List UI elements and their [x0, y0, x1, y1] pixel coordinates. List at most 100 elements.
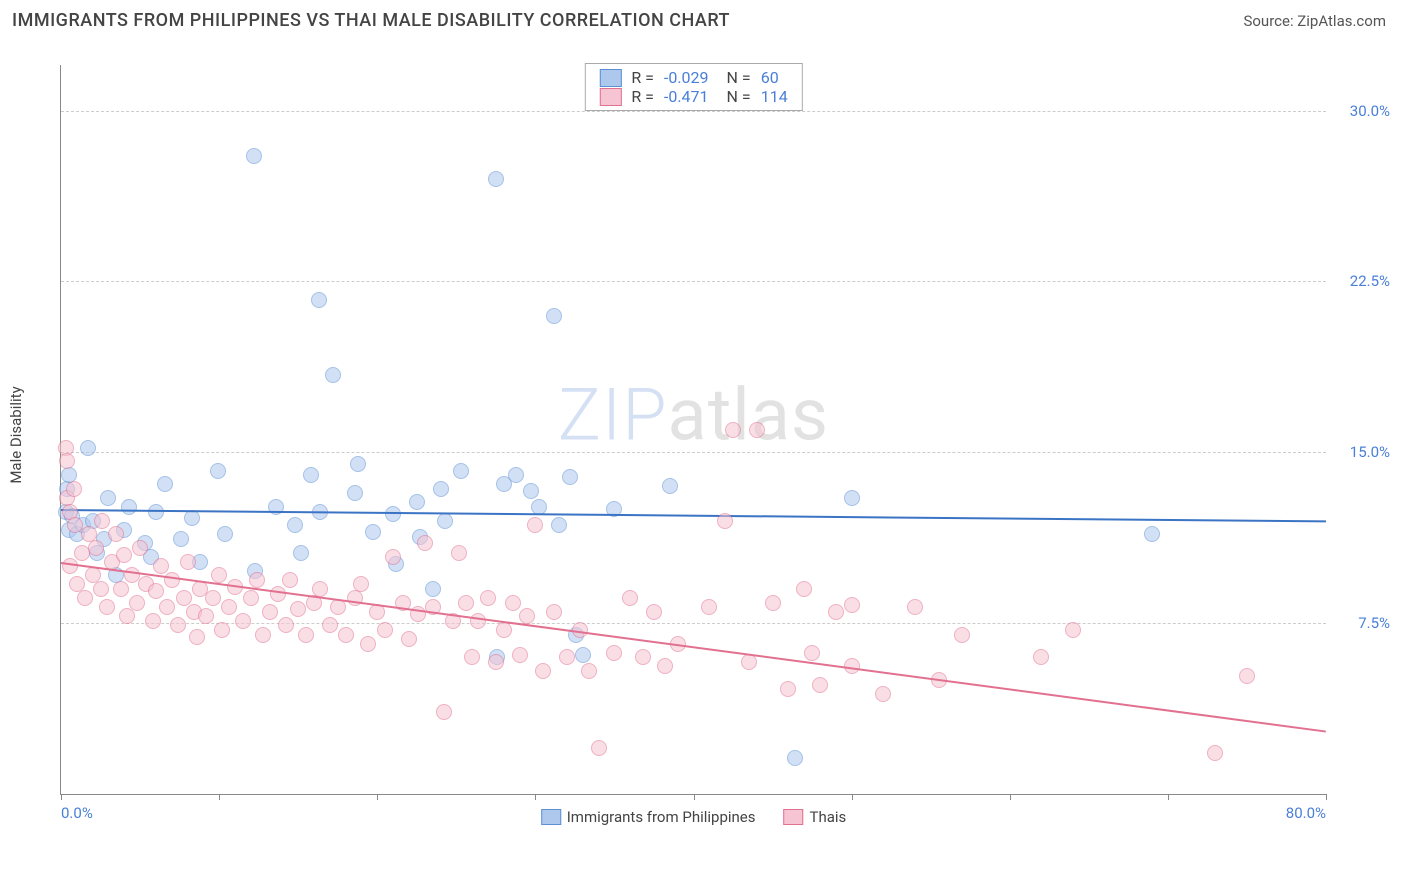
legend-swatch — [784, 809, 804, 825]
data-point — [298, 627, 314, 643]
data-point — [496, 622, 512, 638]
data-point — [189, 629, 205, 645]
data-point — [347, 485, 363, 501]
data-point — [205, 590, 221, 606]
data-point — [417, 535, 433, 551]
data-point — [1207, 745, 1223, 761]
plot-area: ZIPatlas R =-0.029N =60R =-0.471N =114 I… — [60, 65, 1326, 795]
series-legend: Immigrants from Philippines Thais — [541, 808, 847, 826]
data-point — [437, 513, 453, 529]
data-point — [635, 649, 651, 665]
data-point — [458, 595, 474, 611]
data-point — [780, 681, 796, 697]
x-tick — [61, 794, 62, 800]
data-point — [551, 517, 567, 533]
data-point — [62, 558, 78, 574]
gridline — [61, 452, 1326, 453]
data-point — [409, 494, 425, 510]
legend-item: Immigrants from Philippines — [541, 808, 756, 826]
data-point — [844, 597, 860, 613]
legend-swatch — [541, 809, 561, 825]
data-point — [99, 599, 115, 615]
data-point — [77, 590, 93, 606]
data-point — [1239, 668, 1255, 684]
data-point — [170, 617, 186, 633]
x-tick — [852, 794, 853, 800]
data-point — [184, 510, 200, 526]
data-point — [401, 631, 417, 647]
r-value: -0.029 — [664, 68, 709, 87]
x-tick — [535, 794, 536, 800]
data-point — [796, 581, 812, 597]
y-tick-label: 30.0% — [1350, 102, 1390, 120]
data-point — [546, 604, 562, 620]
data-point — [164, 572, 180, 588]
data-point — [116, 547, 132, 563]
data-point — [365, 524, 381, 540]
data-point — [385, 549, 401, 565]
data-point — [512, 647, 528, 663]
y-axis-label: Male Disability — [7, 386, 25, 483]
data-point — [453, 463, 469, 479]
data-point — [153, 558, 169, 574]
trend-line — [61, 562, 1326, 733]
source-label: Source: ZipAtlas.com — [1243, 12, 1386, 30]
data-point — [451, 545, 467, 561]
data-point — [662, 478, 678, 494]
data-point — [67, 517, 83, 533]
data-point — [527, 517, 543, 533]
data-point — [646, 604, 662, 620]
data-point — [464, 649, 480, 665]
gridline — [61, 623, 1326, 624]
data-point — [954, 627, 970, 643]
data-point — [221, 599, 237, 615]
stats-legend-row: R =-0.471N =114 — [599, 87, 787, 106]
data-point — [243, 590, 259, 606]
x-tick — [377, 794, 378, 800]
x-tick — [1326, 794, 1327, 800]
data-point — [875, 686, 891, 702]
data-point — [210, 463, 226, 479]
data-point — [246, 148, 262, 164]
legend-swatch — [599, 88, 621, 106]
data-point — [519, 608, 535, 624]
x-tick — [219, 794, 220, 800]
data-point — [88, 540, 104, 556]
data-point — [470, 613, 486, 629]
data-point — [907, 599, 923, 615]
data-point — [436, 704, 452, 720]
watermark: ZIPatlas — [558, 372, 829, 457]
y-tick-label: 22.5% — [1350, 272, 1390, 290]
data-point — [94, 513, 110, 529]
data-point — [59, 453, 75, 469]
data-point — [303, 467, 319, 483]
data-point — [124, 567, 140, 583]
x-tick-label: 0.0% — [61, 804, 93, 822]
n-value: 60 — [761, 68, 779, 87]
data-point — [606, 645, 622, 661]
data-point — [350, 456, 366, 472]
data-point — [121, 499, 137, 515]
data-point — [235, 613, 251, 629]
data-point — [214, 622, 230, 638]
n-label: N = — [727, 87, 751, 106]
legend-item: Thais — [784, 808, 847, 826]
data-point — [559, 649, 575, 665]
data-point — [480, 590, 496, 606]
data-point — [311, 292, 327, 308]
data-point — [293, 545, 309, 561]
data-point — [290, 601, 306, 617]
data-point — [508, 467, 524, 483]
chart-container: Male Disability ZIPatlas R =-0.029N =60R… — [50, 35, 1396, 835]
data-point — [278, 617, 294, 633]
data-point — [312, 581, 328, 597]
stats-legend-row: R =-0.029N =60 — [599, 68, 787, 87]
data-point — [113, 581, 129, 597]
y-tick-label: 7.5% — [1358, 614, 1390, 632]
data-point — [100, 490, 116, 506]
trend-line — [61, 509, 1326, 522]
data-point — [322, 617, 338, 633]
data-point — [804, 645, 820, 661]
data-point — [828, 604, 844, 620]
data-point — [787, 750, 803, 766]
